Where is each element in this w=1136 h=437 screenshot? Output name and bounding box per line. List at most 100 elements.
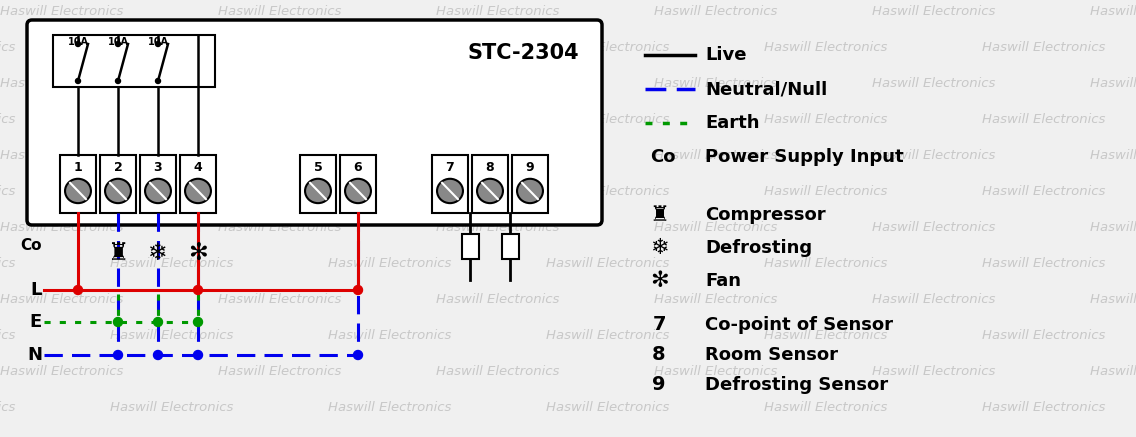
Text: ✻: ✻ (650, 271, 668, 291)
Text: Haswill Electronics: Haswill Electronics (872, 149, 995, 162)
Text: E: E (30, 313, 42, 331)
Text: Haswill Electronics: Haswill Electronics (0, 113, 16, 126)
Bar (140, 155, 176, 213)
Text: Haswill Electronics: Haswill Electronics (982, 401, 1105, 414)
Bar (179, 155, 216, 213)
Text: Haswill Electronics: Haswill Electronics (328, 401, 451, 414)
Text: Haswill Electronics: Haswill Electronics (0, 293, 124, 306)
Ellipse shape (345, 179, 371, 203)
Text: Haswill Electronics: Haswill Electronics (110, 185, 233, 198)
Text: Haswill Electronics: Haswill Electronics (982, 185, 1105, 198)
FancyBboxPatch shape (27, 20, 602, 225)
Text: Haswill Electronics: Haswill Electronics (546, 257, 669, 270)
Text: Haswill Electronics: Haswill Electronics (546, 185, 669, 198)
Text: 8: 8 (486, 161, 494, 174)
Text: Haswill Electronics: Haswill Electronics (982, 257, 1105, 270)
Text: Haswill Electronics: Haswill Electronics (872, 5, 995, 18)
Bar (501, 234, 518, 259)
Circle shape (156, 42, 160, 46)
Text: 3: 3 (153, 161, 162, 174)
Text: Co-point of Sensor: Co-point of Sensor (705, 316, 893, 334)
Text: 5: 5 (314, 161, 323, 174)
Text: Haswill Electronics: Haswill Electronics (765, 185, 887, 198)
Text: Haswill Electronics: Haswill Electronics (546, 41, 669, 54)
Text: Haswill Electronics: Haswill Electronics (0, 41, 16, 54)
Bar (53, 35, 215, 87)
Text: Haswill Electronics: Haswill Electronics (110, 41, 233, 54)
Text: Haswill Electronics: Haswill Electronics (1091, 293, 1136, 306)
Text: Haswill Electronics: Haswill Electronics (1091, 221, 1136, 234)
Text: Neutral/Null: Neutral/Null (705, 80, 827, 98)
Circle shape (153, 318, 162, 326)
Text: Haswill Electronics: Haswill Electronics (110, 257, 233, 270)
Bar (340, 155, 376, 213)
Text: Power Supply Input: Power Supply Input (705, 148, 903, 166)
Circle shape (116, 79, 120, 83)
Text: 10A: 10A (148, 37, 168, 47)
Text: Haswill Electronics: Haswill Electronics (765, 257, 887, 270)
Text: N: N (27, 346, 42, 364)
Ellipse shape (517, 179, 543, 203)
Text: Haswill Electronics: Haswill Electronics (654, 365, 777, 378)
Text: Haswill Electronics: Haswill Electronics (328, 185, 451, 198)
Text: 7: 7 (445, 161, 454, 174)
Text: ♜: ♜ (108, 241, 128, 265)
Ellipse shape (185, 179, 211, 203)
Text: Haswill Electronics: Haswill Electronics (982, 113, 1105, 126)
Circle shape (193, 285, 202, 295)
Text: Haswill Electronics: Haswill Electronics (436, 365, 559, 378)
Text: L: L (31, 281, 42, 299)
Text: Haswill Electronics: Haswill Electronics (765, 113, 887, 126)
Text: 7: 7 (652, 316, 666, 334)
Circle shape (353, 350, 362, 360)
Text: Haswill Electronics: Haswill Electronics (654, 221, 777, 234)
Text: Co: Co (650, 148, 676, 166)
Text: Defrosting Sensor: Defrosting Sensor (705, 376, 888, 394)
Text: 1: 1 (74, 161, 83, 174)
Text: Haswill Electronics: Haswill Electronics (218, 149, 342, 162)
Text: 8: 8 (652, 346, 666, 364)
Text: ✻: ✻ (189, 241, 208, 265)
Text: Haswill Electronics: Haswill Electronics (546, 401, 669, 414)
Text: Haswill Electronics: Haswill Electronics (654, 77, 777, 90)
Text: Haswill Electronics: Haswill Electronics (765, 401, 887, 414)
Text: Haswill Electronics: Haswill Electronics (218, 293, 342, 306)
Circle shape (156, 79, 160, 83)
Text: Haswill Electronics: Haswill Electronics (0, 185, 16, 198)
Text: Haswill Electronics: Haswill Electronics (0, 221, 124, 234)
Text: Fan: Fan (705, 272, 741, 290)
Text: Haswill Electronics: Haswill Electronics (328, 41, 451, 54)
Text: Haswill Electronics: Haswill Electronics (872, 221, 995, 234)
Circle shape (114, 350, 123, 360)
Circle shape (74, 285, 83, 295)
Ellipse shape (306, 179, 331, 203)
Text: Haswill Electronics: Haswill Electronics (546, 113, 669, 126)
Text: Haswill Electronics: Haswill Electronics (872, 77, 995, 90)
Text: Haswill Electronics: Haswill Electronics (654, 293, 777, 306)
Bar (512, 155, 548, 213)
Text: Haswill Electronics: Haswill Electronics (765, 41, 887, 54)
Circle shape (193, 350, 202, 360)
Text: Haswill Electronics: Haswill Electronics (436, 293, 559, 306)
Text: 4: 4 (193, 161, 202, 174)
Text: 10A: 10A (67, 37, 89, 47)
Ellipse shape (145, 179, 170, 203)
Text: Haswill Electronics: Haswill Electronics (1091, 5, 1136, 18)
Circle shape (75, 79, 81, 83)
Circle shape (153, 350, 162, 360)
Text: Defrosting: Defrosting (705, 239, 812, 257)
Text: Haswill Electronics: Haswill Electronics (765, 329, 887, 342)
Text: ❄: ❄ (148, 241, 168, 265)
Ellipse shape (437, 179, 463, 203)
Text: STC-2304: STC-2304 (467, 43, 579, 63)
Text: Haswill Electronics: Haswill Electronics (1091, 77, 1136, 90)
Text: Haswill Electronics: Haswill Electronics (654, 149, 777, 162)
Text: Haswill Electronics: Haswill Electronics (0, 365, 124, 378)
Text: 6: 6 (353, 161, 362, 174)
Bar (100, 155, 136, 213)
Text: Haswill Electronics: Haswill Electronics (328, 257, 451, 270)
Text: Live: Live (705, 46, 746, 64)
Text: Haswill Electronics: Haswill Electronics (328, 329, 451, 342)
Text: Haswill Electronics: Haswill Electronics (436, 5, 559, 18)
Ellipse shape (477, 179, 503, 203)
